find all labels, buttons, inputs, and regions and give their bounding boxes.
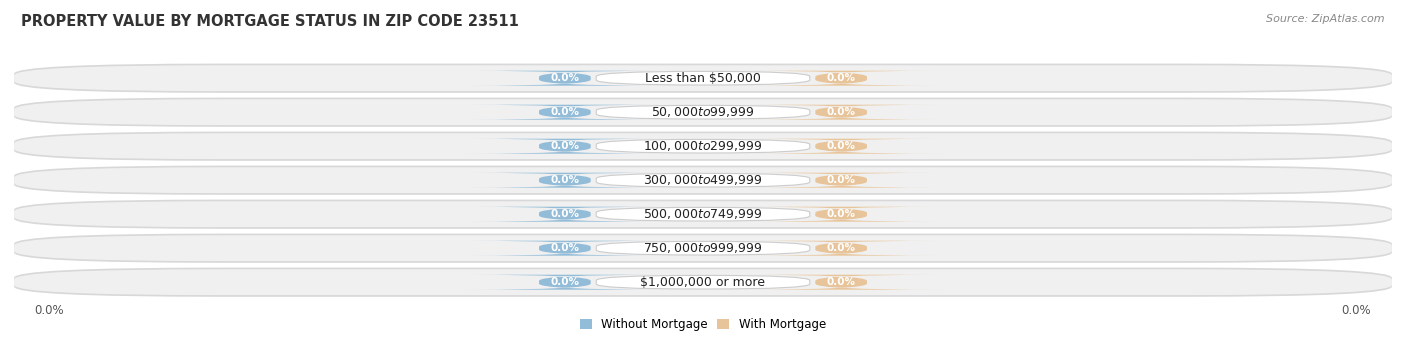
FancyBboxPatch shape [742,275,939,290]
Text: $300,000 to $499,999: $300,000 to $499,999 [644,173,762,187]
FancyBboxPatch shape [14,268,1392,297]
Text: 0.0%: 0.0% [827,243,856,253]
FancyBboxPatch shape [742,139,939,154]
Text: 0.0%: 0.0% [35,304,65,317]
FancyBboxPatch shape [596,139,810,153]
Text: 0.0%: 0.0% [550,107,579,117]
FancyBboxPatch shape [467,207,664,222]
Text: 0.0%: 0.0% [550,73,579,83]
Text: 0.0%: 0.0% [827,209,856,219]
FancyBboxPatch shape [14,234,1392,263]
Text: $100,000 to $299,999: $100,000 to $299,999 [644,139,762,153]
FancyBboxPatch shape [14,235,1392,261]
FancyBboxPatch shape [467,173,664,188]
FancyBboxPatch shape [596,71,810,85]
FancyBboxPatch shape [742,207,939,222]
FancyBboxPatch shape [596,173,810,187]
FancyBboxPatch shape [742,105,939,120]
Text: Less than $50,000: Less than $50,000 [645,72,761,85]
Text: 0.0%: 0.0% [827,141,856,151]
Text: 0.0%: 0.0% [827,277,856,287]
FancyBboxPatch shape [14,64,1392,93]
Text: 0.0%: 0.0% [827,73,856,83]
FancyBboxPatch shape [14,133,1392,159]
FancyBboxPatch shape [14,269,1392,295]
Legend: Without Mortgage, With Mortgage: Without Mortgage, With Mortgage [575,314,831,336]
Text: 0.0%: 0.0% [827,175,856,185]
Text: $1,000,000 or more: $1,000,000 or more [641,276,765,289]
Text: 0.0%: 0.0% [1341,304,1371,317]
FancyBboxPatch shape [14,132,1392,161]
FancyBboxPatch shape [14,200,1392,229]
FancyBboxPatch shape [14,98,1392,127]
FancyBboxPatch shape [14,201,1392,227]
FancyBboxPatch shape [467,241,664,256]
FancyBboxPatch shape [467,71,664,86]
FancyBboxPatch shape [467,105,664,120]
Text: $50,000 to $99,999: $50,000 to $99,999 [651,105,755,119]
FancyBboxPatch shape [14,166,1392,195]
Text: $750,000 to $999,999: $750,000 to $999,999 [644,241,762,255]
FancyBboxPatch shape [742,71,939,86]
FancyBboxPatch shape [742,173,939,188]
FancyBboxPatch shape [467,139,664,154]
Text: $500,000 to $749,999: $500,000 to $749,999 [644,207,762,221]
FancyBboxPatch shape [742,241,939,256]
FancyBboxPatch shape [596,275,810,289]
FancyBboxPatch shape [596,105,810,119]
Text: 0.0%: 0.0% [550,277,579,287]
FancyBboxPatch shape [596,207,810,221]
Text: 0.0%: 0.0% [550,141,579,151]
Text: 0.0%: 0.0% [550,209,579,219]
FancyBboxPatch shape [467,275,664,290]
Text: 0.0%: 0.0% [827,107,856,117]
Text: 0.0%: 0.0% [550,243,579,253]
FancyBboxPatch shape [596,241,810,255]
FancyBboxPatch shape [14,99,1392,125]
Text: PROPERTY VALUE BY MORTGAGE STATUS IN ZIP CODE 23511: PROPERTY VALUE BY MORTGAGE STATUS IN ZIP… [21,14,519,29]
Text: Source: ZipAtlas.com: Source: ZipAtlas.com [1267,14,1385,23]
Text: 0.0%: 0.0% [550,175,579,185]
FancyBboxPatch shape [14,65,1392,91]
FancyBboxPatch shape [14,167,1392,193]
